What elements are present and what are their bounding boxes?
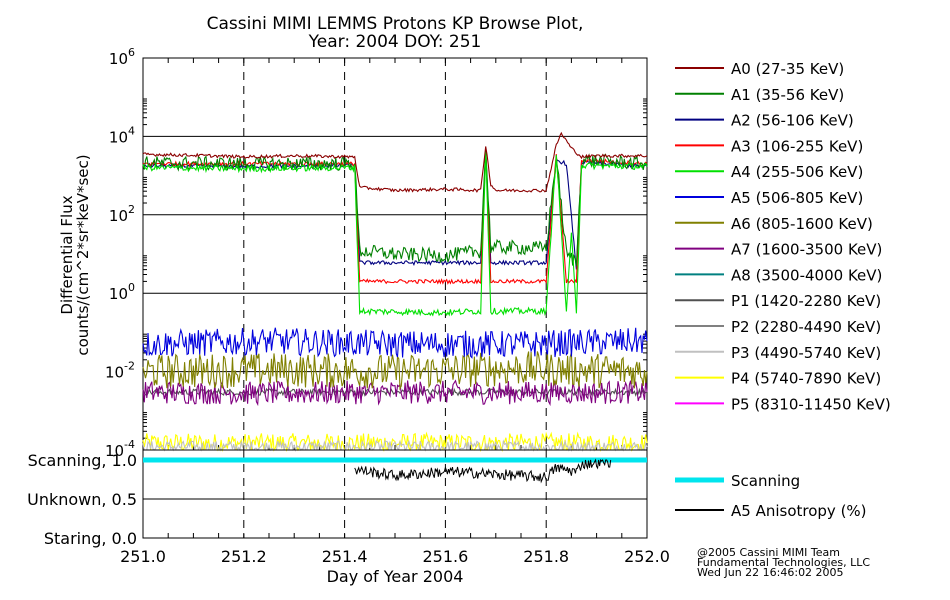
x-axis-label: Day of Year 2004 (327, 567, 464, 586)
legend-label: P4 (5740-7890 KeV) (731, 370, 881, 388)
x-tick-label: 251.4 (322, 547, 368, 566)
series-line-p4 (142, 431, 648, 453)
chart-title-line1: Cassini MIMI LEMMS Protons KP Browse Plo… (207, 14, 584, 34)
x-tick-label: 251.8 (523, 547, 569, 566)
legend-label: Scanning (731, 472, 800, 490)
legend-label: A5 (506-805 KeV) (731, 189, 863, 207)
legend: A0 (27-35 KeV) A1 (35-56 KeV) A2 (56-106 K… (675, 60, 891, 520)
legend-label: A5 Anisotropy (%) (731, 502, 867, 520)
legend-label: P2 (2280-4490 KeV) (731, 318, 881, 336)
series-line-a1 (142, 149, 648, 266)
y-tick-label: Unknown, 0.5 (27, 490, 137, 509)
legend-label: A3 (106-255 KeV) (731, 137, 863, 155)
series-line-a5 (142, 327, 648, 359)
series-line-a6 (142, 351, 648, 391)
y-tick-label: 100 (109, 281, 135, 303)
y-tick-label: Staring, 0.0 (44, 529, 137, 548)
series-line-a7 (142, 379, 648, 407)
legend-label: A4 (255-506 KeV) (731, 163, 863, 181)
series-line-a3 (142, 149, 648, 285)
x-tick-label: 251.6 (422, 547, 468, 566)
y-tick-label: 104 (109, 124, 135, 146)
scanning-panel-frame (142, 449, 648, 539)
credit-line3: Wed Jun 22 16:46:02 2005 (697, 566, 844, 579)
credit-line2: Fundamental Technologies, LLC (697, 556, 870, 569)
legend-label: P1 (1420-2280 KeV) (731, 292, 881, 310)
legend-label: A1 (35-56 KeV) (731, 86, 844, 104)
legend-label: A8 (3500-4000 KeV) (731, 266, 882, 284)
chart-title-line2: Year: 2004 DOY: 251 (308, 32, 482, 52)
y-tick-label: 10-2 (105, 360, 135, 382)
scanning-panel: 251.0 251.2 251.4 251.6 251.8 252.0 Scanning, … (27, 449, 670, 566)
credit-line1: @2005 Cassini MIMI Team (697, 546, 840, 559)
legend-label: P3 (4490-5740 KeV) (731, 344, 881, 362)
series-line-a0 (142, 131, 648, 193)
y-tick-label: 10-4 (105, 438, 135, 460)
legend-label: P5 (8310-11450 KeV) (731, 395, 891, 413)
flux-panel: 10-4 10-2 100 102 104 106 (105, 46, 648, 460)
y-axis-label-line1: Differential Flux (58, 195, 76, 314)
y-tick-label: 102 (109, 203, 135, 225)
y-axis-label-line2: counts/(cm^2*sr*keV*sec) (74, 154, 92, 355)
legend-label: A6 (805-1600 KeV) (731, 215, 873, 233)
series-line-a4 (142, 151, 648, 317)
x-tick-label: 251.0 (120, 547, 166, 566)
legend-label: A2 (56-106 KeV) (731, 112, 854, 130)
legend-label: A7 (1600-3500 KeV) (731, 241, 882, 259)
y-tick-label: Scanning, 1.0 (28, 451, 137, 470)
series-line-p3 (142, 439, 648, 453)
series-line-anisotropy (354, 458, 612, 484)
legend-label: A0 (27-35 KeV) (731, 60, 844, 78)
x-tick-label: 251.2 (221, 547, 267, 566)
series-line-p1 (142, 387, 648, 398)
y-tick-label: 106 (109, 46, 135, 68)
x-tick-label: 252.0 (624, 547, 670, 566)
